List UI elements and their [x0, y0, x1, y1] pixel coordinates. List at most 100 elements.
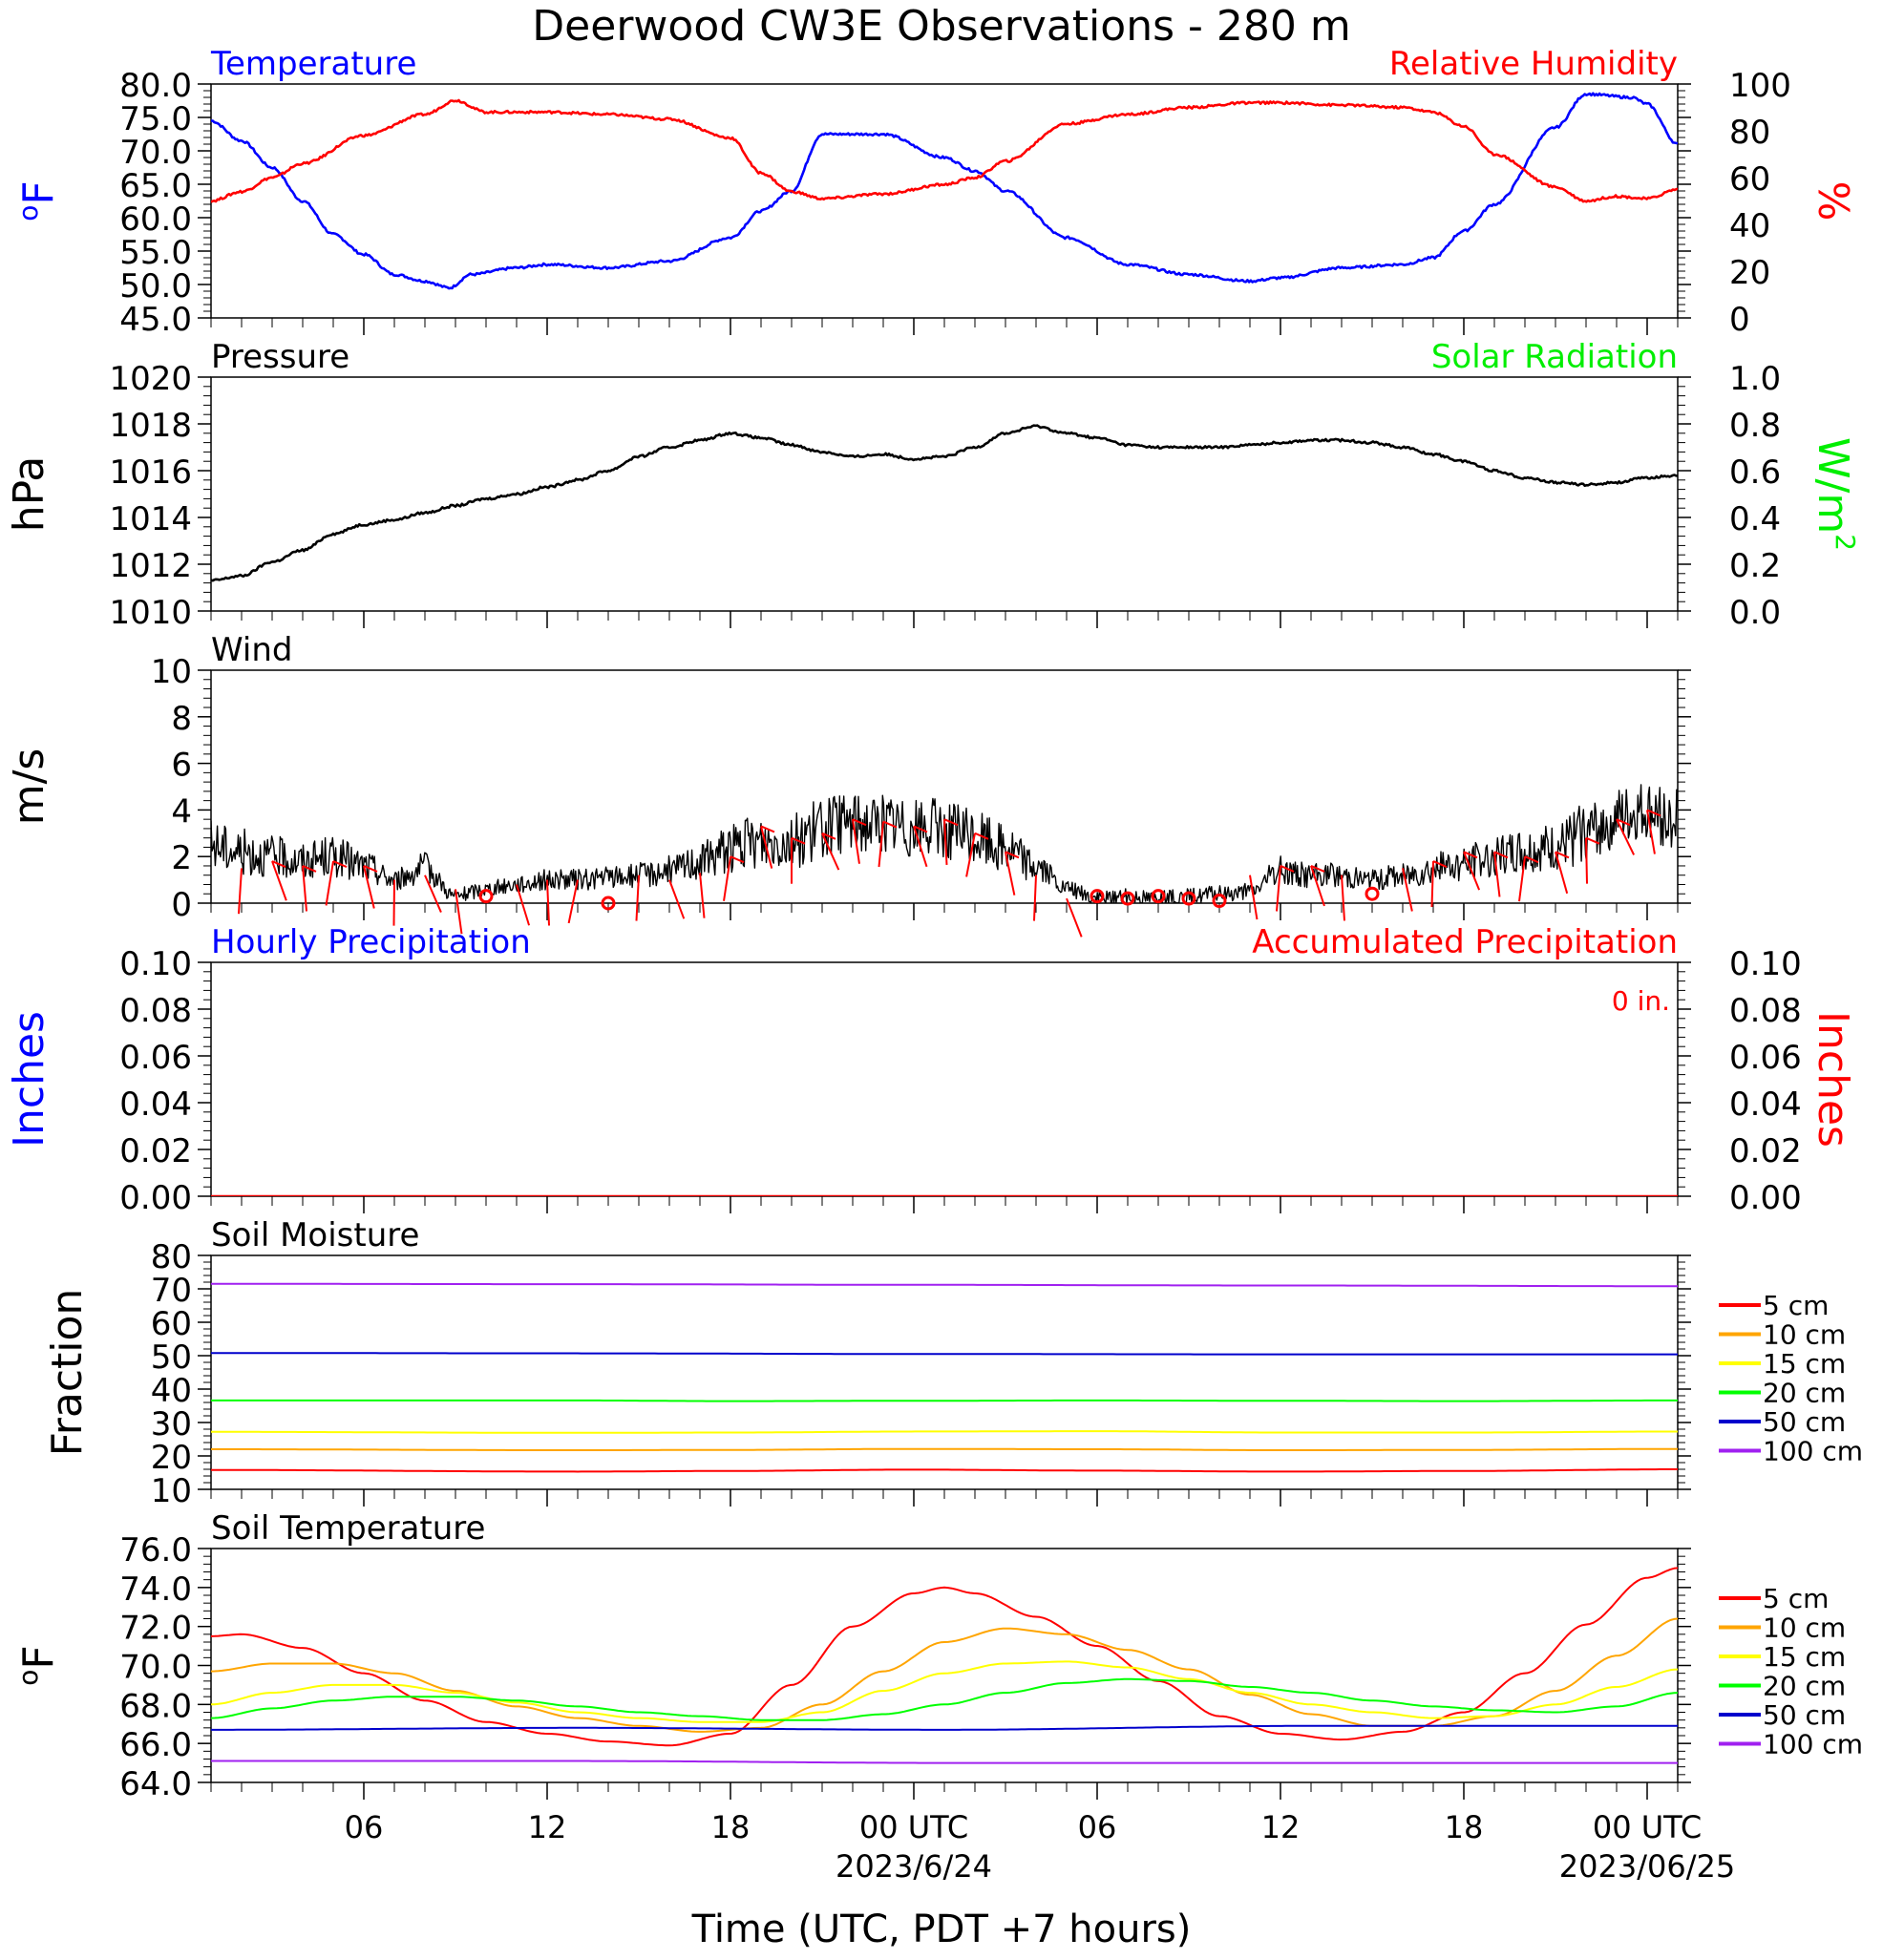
series-line-10-cm — [211, 1447, 1678, 1451]
panel-left-title: Temperature — [210, 45, 416, 83]
legend-label: 100 cm — [1763, 1436, 1863, 1467]
wind-barb-flag — [730, 855, 745, 864]
wind-barb-flag — [821, 832, 836, 840]
x-tick-label: 00 UTC — [859, 1809, 968, 1845]
series-line-relative-humidity — [211, 98, 1678, 203]
wind-barb-flag — [943, 818, 959, 827]
x-date-label: 2023/06/25 — [1559, 1848, 1735, 1885]
y-axis-label: Fraction — [43, 1289, 92, 1457]
plot-frame — [210, 1254, 1679, 1490]
series-line-15-cm — [211, 1660, 1678, 1723]
y-tick-label: 72.0 — [119, 1610, 192, 1648]
y-tick-label: 70.0 — [119, 134, 192, 172]
y-tick-label: 65.0 — [119, 167, 192, 205]
wind-barb — [325, 860, 334, 906]
y-right-tick-label: 0.06 — [1729, 1039, 1802, 1077]
y-right-tick-label: 80 — [1729, 114, 1770, 152]
series-line-15-cm — [211, 1430, 1678, 1434]
panel-annotation: 0 in. — [1612, 985, 1670, 1017]
panel-wind: 10 8 6 4 2 0 Wind m/s — [5, 631, 1691, 938]
y-right-tick-label: 0.02 — [1729, 1132, 1802, 1170]
wind-barb-flag — [302, 865, 317, 873]
y-axis-right-label: % — [1809, 181, 1857, 221]
wind-barb — [852, 819, 860, 864]
wind-barb — [1463, 851, 1481, 891]
y-tick-label: 80 — [151, 1238, 192, 1276]
wind-barb-flag — [332, 860, 348, 868]
y-tick-label: 68.0 — [119, 1687, 192, 1725]
legend-label: 15 cm — [1763, 1348, 1846, 1380]
y-tick-label: 8 — [171, 700, 192, 738]
x-date-label: 2023/6/24 — [836, 1848, 992, 1885]
wind-barb-flag — [974, 832, 989, 840]
wind-barb — [1518, 856, 1526, 902]
y-tick-label: 0.10 — [119, 945, 192, 983]
wind-barb-flag — [1616, 818, 1631, 827]
wind-barb-flag — [1310, 865, 1325, 873]
series-group — [211, 1282, 1678, 1473]
wind-barb — [760, 826, 773, 869]
wind-barb — [821, 832, 840, 871]
y-right-tick-label: 20 — [1729, 254, 1770, 292]
y-right-tick-label: 60 — [1729, 160, 1770, 199]
legend-label: 10 cm — [1763, 1612, 1846, 1644]
panels: 80.075.070.065.060.055.050.045.010080604… — [5, 45, 1863, 1803]
y-right-tick-label: 100 — [1729, 67, 1791, 105]
panel-right-title: Accumulated Precipitation — [1252, 923, 1678, 961]
y-tick-label: 70.0 — [119, 1649, 192, 1687]
y-tick-label: 30 — [151, 1405, 192, 1444]
panel-right-title: Solar Radiation — [1431, 338, 1678, 376]
y-axis-right-label: Inches — [1809, 1011, 1857, 1148]
wind-barb-flag — [1555, 851, 1570, 859]
y-tick-label: 74.0 — [119, 1570, 192, 1609]
wind-barb — [1402, 868, 1413, 912]
y-axis-label: hPa — [5, 456, 53, 532]
y-right-tick-label: 0.10 — [1729, 945, 1802, 983]
y-tick-label: 1016 — [109, 453, 192, 492]
wind-barb — [1032, 875, 1037, 921]
y-right-tick-label: 0.8 — [1729, 407, 1781, 445]
wind-barb — [1310, 865, 1325, 907]
y-tick-label: 6 — [171, 747, 192, 785]
wind-barb-flag — [791, 836, 806, 845]
wind-barb — [392, 879, 395, 926]
legend-label: 50 cm — [1763, 1699, 1846, 1731]
x-tick-label: 18 — [711, 1809, 751, 1845]
wind-barb-flag — [1432, 860, 1448, 868]
wind-barb — [1646, 810, 1656, 854]
wind-barb-flag — [1493, 851, 1509, 859]
wind-barb-flag — [913, 825, 928, 833]
wind-barb — [271, 860, 287, 901]
y-tick-label: 1020 — [109, 360, 192, 398]
wind-barb — [699, 873, 706, 918]
legend-label: 5 cm — [1763, 1290, 1829, 1321]
y-tick-label: 60 — [151, 1305, 192, 1343]
panel-left-title: Wind — [211, 631, 292, 669]
series-line-20-cm — [211, 1399, 1678, 1402]
y-right-tick-label: 1.0 — [1729, 360, 1781, 398]
y-axis-label: oF — [12, 1645, 63, 1685]
y-tick-label: 0.00 — [119, 1179, 192, 1217]
y-right-tick-label: 0.08 — [1729, 992, 1802, 1030]
wind-barb — [913, 826, 928, 868]
wind-barb — [1493, 852, 1501, 897]
legend-label: 50 cm — [1763, 1406, 1846, 1438]
wind-barb-flag — [1646, 809, 1661, 817]
x-tick-label: 06 — [1078, 1809, 1117, 1845]
panel-left-title: Pressure — [211, 338, 349, 376]
y-right-tick-label: 0.04 — [1729, 1085, 1802, 1124]
wind-barb-flag — [760, 825, 775, 833]
y-tick-label: 1010 — [109, 594, 192, 632]
wind-barb-flag — [1280, 865, 1295, 873]
legend-label: 10 cm — [1763, 1319, 1846, 1351]
wind-barb — [1555, 852, 1569, 895]
wind-calm-marker — [478, 889, 494, 904]
x-tick-label: 12 — [1261, 1809, 1301, 1845]
series-line-temperature — [211, 92, 1678, 290]
y-axis-label-degree: o — [12, 1670, 44, 1686]
y-tick-label: 1014 — [109, 500, 192, 538]
wind-barb — [943, 819, 948, 866]
wind-barb-flag — [882, 820, 898, 829]
